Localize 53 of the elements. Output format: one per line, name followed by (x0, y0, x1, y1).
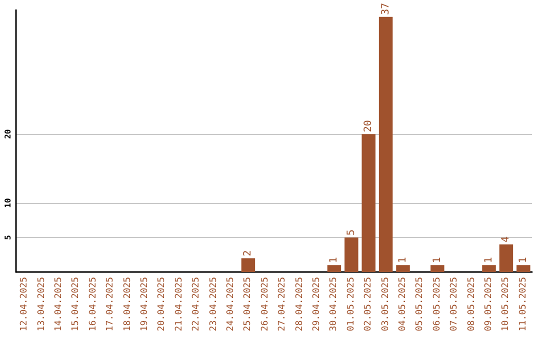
x-tick-label: 17.04.2025 (106, 277, 116, 332)
data-label: 37 (380, 2, 392, 15)
x-tick-label: 22.04.2025 (192, 277, 202, 332)
x-tick-label: 12.04.2025 (20, 277, 30, 332)
x-tick-label: 10.05.2025 (501, 277, 512, 332)
x-tick-label: 16.04.2025 (88, 277, 98, 332)
y-tick-label: 20 (4, 129, 12, 139)
x-tick-label: 18.04.2025 (122, 277, 133, 332)
x-tick-label: 05.05.2025 (415, 277, 426, 332)
data-label: 2 (242, 250, 254, 256)
x-tick-label: 21.04.2025 (174, 277, 184, 332)
data-label: 1 (328, 257, 340, 264)
data-label: 1 (432, 257, 443, 264)
data-label: 1 (484, 257, 494, 264)
x-tick-label: 15.04.2025 (71, 277, 82, 332)
x-tick-label: 30.04.2025 (329, 277, 340, 332)
x-tick-label: 28.04.2025 (294, 277, 305, 332)
x-tick-label: 13.04.2025 (36, 277, 47, 332)
bar (378, 16, 393, 272)
bar (327, 265, 342, 272)
bar (516, 265, 530, 272)
x-tick-label: 23.04.2025 (208, 277, 219, 332)
x-tick-label: 14.04.2025 (54, 277, 64, 332)
x-tick-label: 06.05.2025 (432, 277, 442, 332)
bar (396, 265, 410, 272)
x-tick-label: 26.04.2025 (260, 277, 270, 332)
x-tick-label: 20.04.2025 (157, 277, 168, 332)
y-tick-label: 5 (4, 234, 12, 240)
bar (430, 265, 444, 272)
x-tick-label: 29.04.2025 (312, 277, 322, 332)
x-tick-label: 24.04.2025 (226, 277, 236, 332)
data-label: 1 (518, 257, 529, 264)
y-tick-label: 10 (4, 198, 12, 208)
bar (344, 238, 358, 272)
x-tick-label: 07.05.2025 (450, 277, 460, 332)
x-tick-label: 25.04.2025 (243, 277, 254, 332)
bar (482, 265, 496, 272)
bar (241, 258, 256, 272)
data-label: 5 (346, 229, 357, 236)
data-label: 20 (363, 120, 374, 132)
x-tick-label: 03.05.2025 (380, 277, 391, 332)
x-tick-label: 02.05.2025 (364, 277, 374, 332)
x-tick-label: 11.05.2025 (518, 277, 528, 332)
bar (362, 134, 376, 272)
x-tick-label: 27.04.2025 (278, 277, 288, 332)
x-tick-label: 09.05.2025 (484, 277, 494, 332)
bar (499, 244, 514, 272)
x-tick-label: 19.04.2025 (140, 277, 150, 332)
data-label: 1 (398, 257, 408, 264)
x-tick-label: 01.05.2025 (346, 277, 356, 332)
x-tick-label: 04.05.2025 (398, 277, 408, 332)
data-label: 4 (500, 236, 512, 242)
x-tick-label: 08.05.2025 (466, 277, 477, 332)
